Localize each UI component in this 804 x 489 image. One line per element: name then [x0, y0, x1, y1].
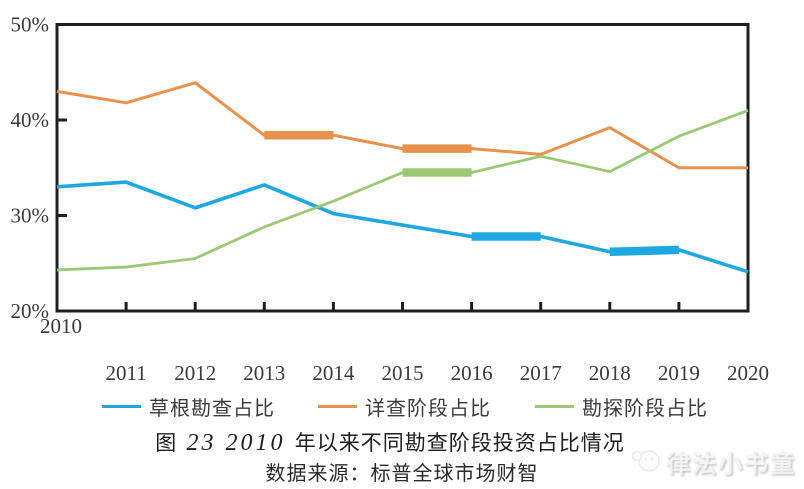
x-axis-year-label: 2015: [381, 361, 424, 385]
x-axis-year-label: 2010: [40, 314, 82, 338]
legend-line-swatch-orange: [318, 404, 357, 408]
x-axis-year-label: 2020: [727, 361, 769, 385]
series-line-2: [56, 109, 749, 272]
x-axis-year-label: 2013: [243, 361, 286, 385]
x-axis-year-label: 2019: [657, 361, 700, 385]
figure-title-suffix: 年以来不同勘查阶段投资占比情况: [288, 431, 625, 455]
legend-item-detailed-stage-share: 详查阶段占比: [318, 392, 491, 420]
x-axis-year-label: 2012: [174, 361, 217, 385]
chart-legend: 草根勘查占比 详查阶段占比 勘探阶段占比: [0, 392, 804, 420]
figure-title-prefix: 图: [155, 431, 184, 455]
y-axis-tick-label: 50%: [11, 13, 50, 37]
figure-title-numbers: 23 2010: [186, 430, 286, 456]
x-axis-year-label: 2011: [105, 361, 147, 385]
x-axis-year-label: 2014: [312, 361, 355, 385]
legend-line-swatch-blue: [102, 404, 141, 408]
legend-label: 勘探阶段占比: [582, 397, 708, 420]
y-axis-tick-label: 30%: [11, 204, 50, 228]
figure-title: 图 23 2010 年以来不同勘查阶段投资占比情况: [0, 427, 780, 457]
legend-item-grassroots-share: 草根勘查占比: [102, 392, 275, 420]
y-axis-tick-label: 40%: [11, 108, 50, 132]
legend-label: 草根勘查占比: [149, 397, 275, 420]
x-axis-year-label: 2016: [450, 361, 493, 385]
plot-border: [55, 23, 750, 313]
series-line-0: [56, 180, 749, 274]
legend-label: 详查阶段占比: [365, 397, 491, 420]
legend-item-exploration-stage-share: 勘探阶段占比: [535, 392, 708, 420]
legend-line-swatch-green: [535, 404, 574, 408]
y-axis-tick-label: 20%: [11, 299, 50, 323]
x-axis-year-label: 2017: [519, 361, 562, 385]
x-axis-year-label: 2018: [588, 361, 631, 385]
highlighted-segment: [609, 245, 680, 257]
line-chart-canvas: 50% 40% 30% 20%: [11, 13, 750, 323]
figure-data-source: 数据来源：标普全球市场财智: [265, 463, 539, 485]
